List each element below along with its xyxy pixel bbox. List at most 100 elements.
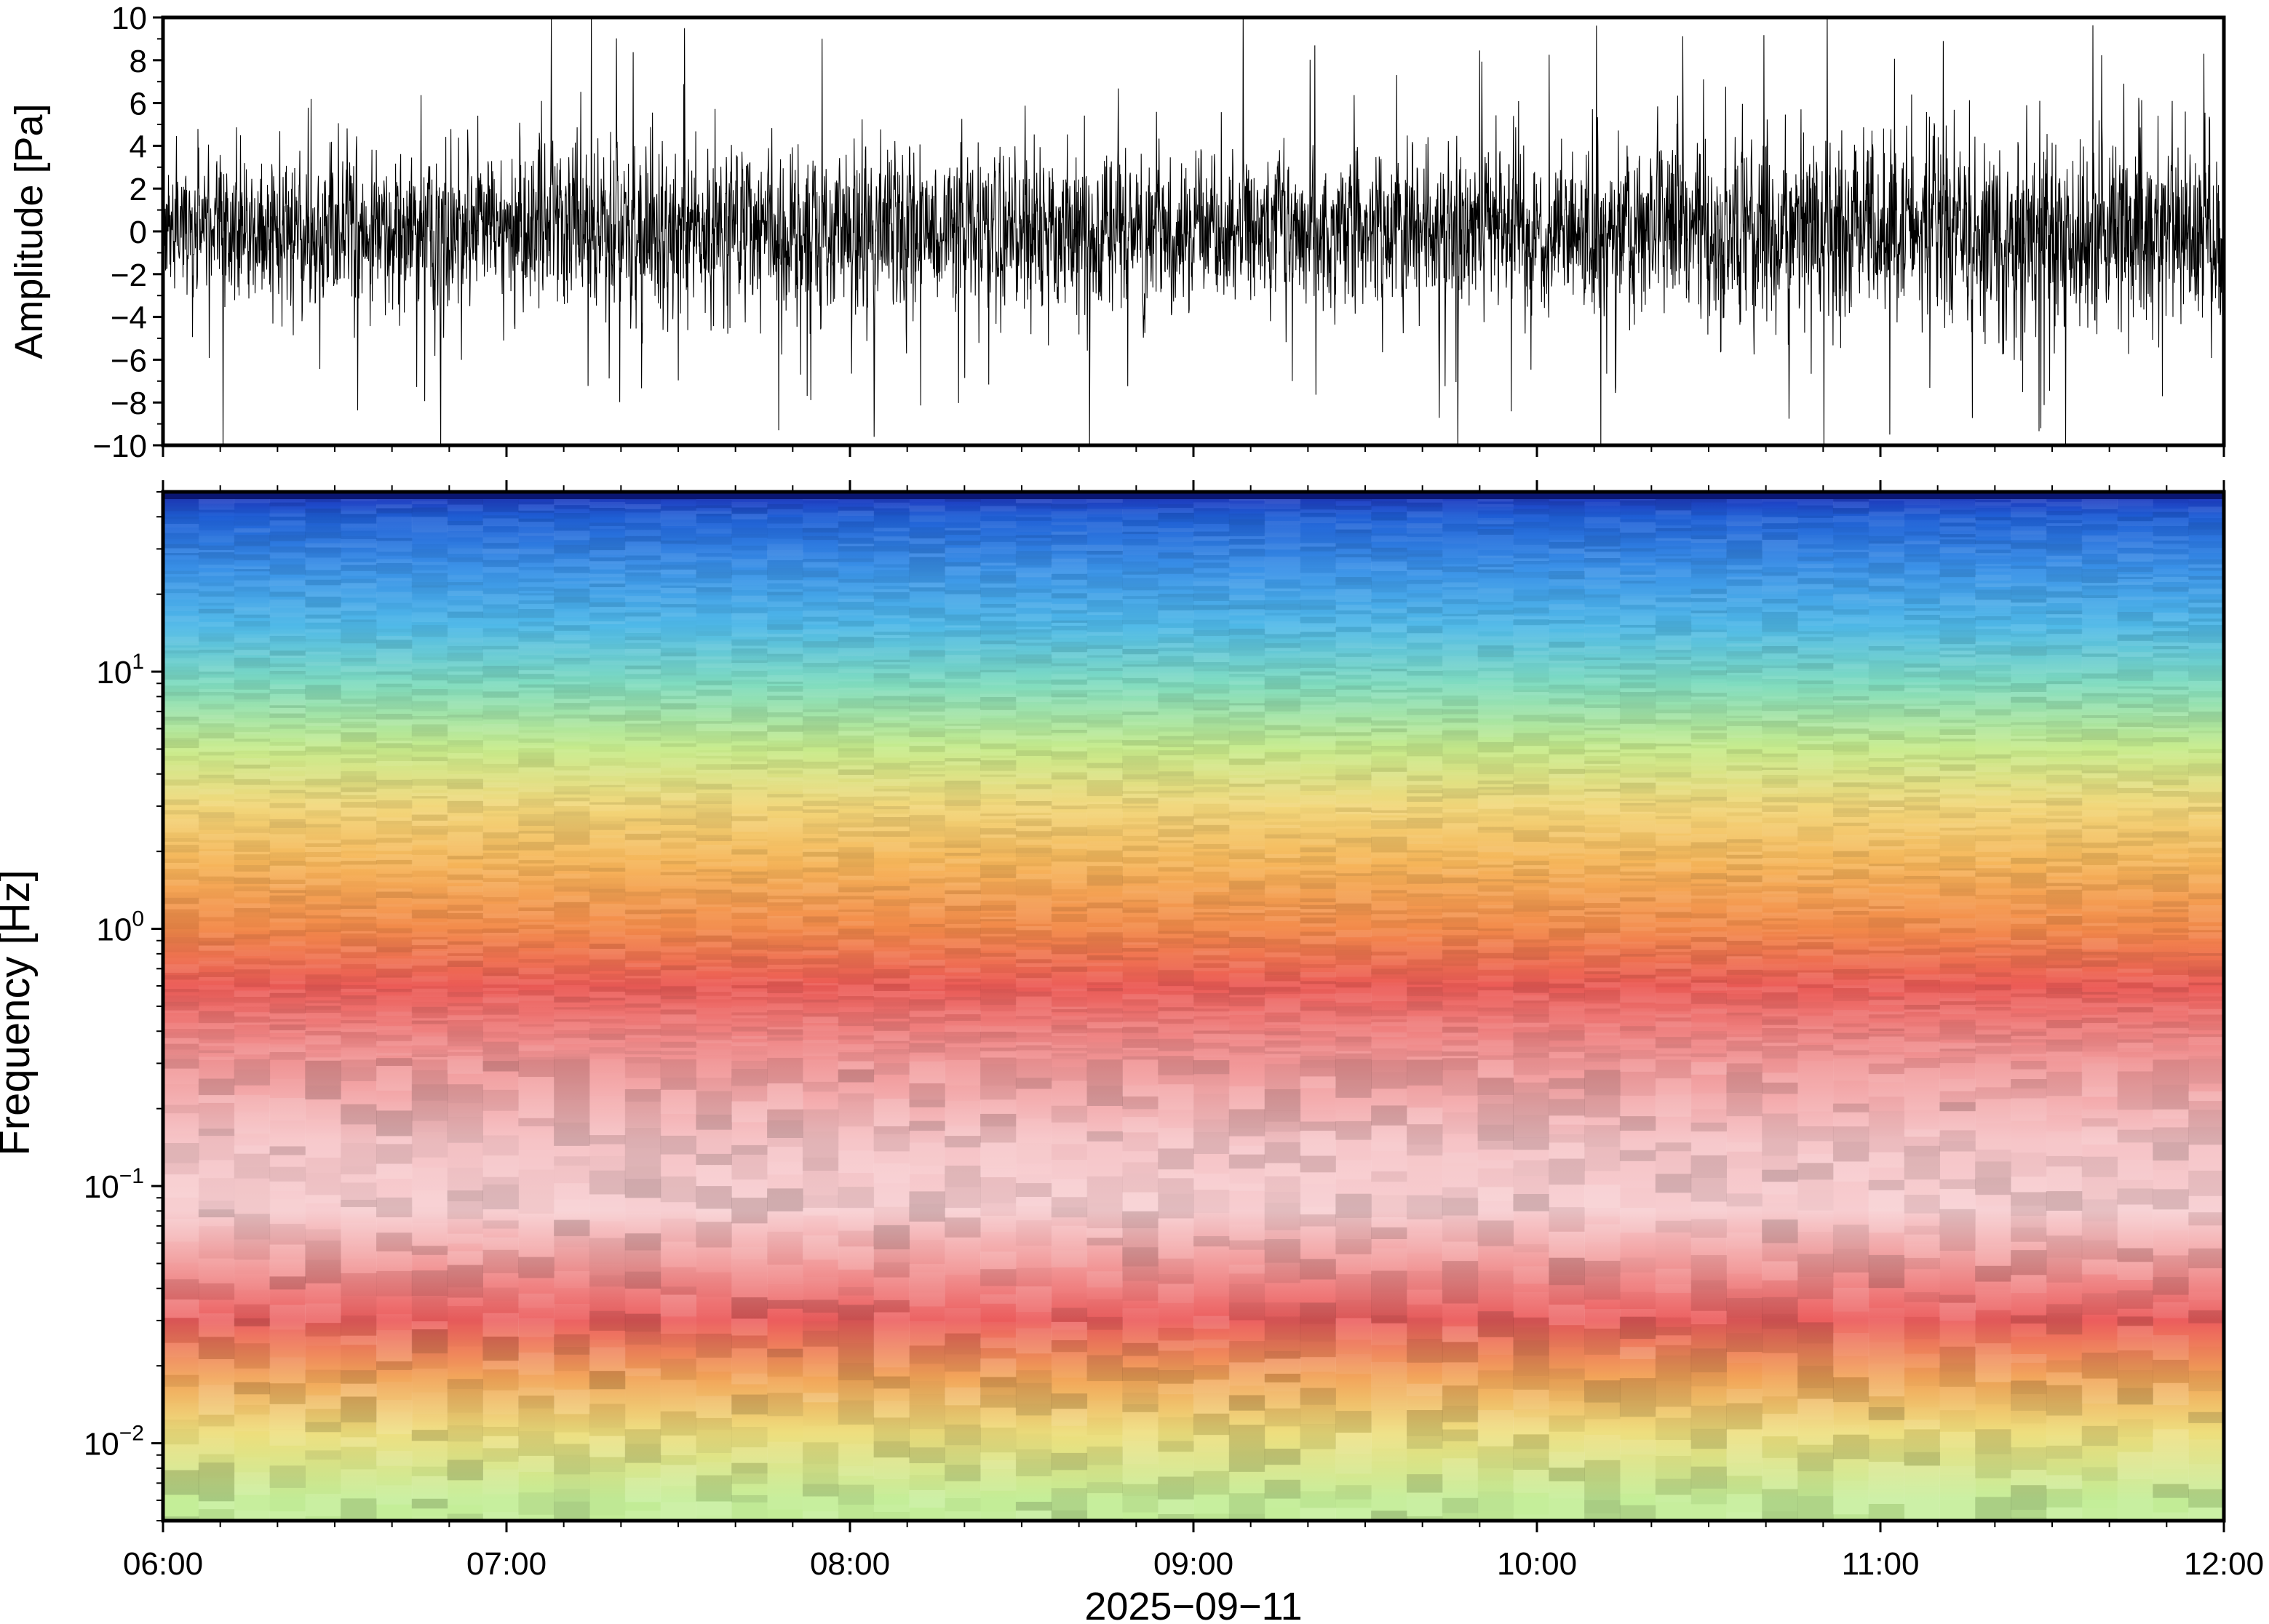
spectrogram-cell	[1193, 560, 1230, 563]
spectrogram-cell	[589, 736, 625, 739]
spectrogram-cell	[1122, 1014, 1158, 1018]
spectrogram-cell	[376, 1233, 413, 1251]
spectrogram-cell	[1228, 741, 1265, 746]
spectrogram-cell	[1052, 991, 1087, 997]
spectrogram-cell	[341, 732, 377, 736]
spectrogram-cell	[1158, 1327, 1194, 1341]
spectrogram-cell	[412, 871, 448, 877]
waveform-y-tick-label: 6	[130, 87, 147, 122]
spectrogram-cell	[269, 861, 306, 866]
spectrogram-cell	[589, 517, 625, 523]
spectrogram-cell	[589, 979, 626, 982]
spectrogram-cell	[731, 821, 768, 828]
spectrogram-cell	[731, 926, 767, 933]
spectrogram-cell	[1051, 1016, 1088, 1020]
spectrogram-cell	[589, 1206, 626, 1222]
spectrogram-cell	[447, 652, 483, 658]
spectrogram-cell	[234, 631, 270, 634]
spectrogram-cell	[909, 640, 945, 644]
spectrogram-cell	[1158, 891, 1194, 898]
spectrogram-cell	[624, 723, 661, 727]
spectrogram-cell	[909, 1166, 945, 1174]
spectrogram-cell	[198, 591, 235, 594]
spectrogram-cell	[767, 861, 803, 864]
spectrogram-cell	[1051, 1307, 1088, 1322]
spectrogram-cell	[269, 1098, 306, 1121]
spectrogram-cell	[1193, 555, 1230, 560]
spectrogram-cell	[269, 699, 306, 706]
spectrogram-cell	[198, 715, 235, 719]
spectrogram-cell	[163, 873, 199, 880]
spectrogram-cell	[1052, 797, 1087, 802]
spectrogram-cell	[447, 753, 483, 759]
spectrogram-cell	[1087, 1038, 1123, 1043]
spectrogram-cell	[447, 671, 483, 675]
spectrogram-cell	[411, 689, 448, 696]
spectrogram-cell	[731, 639, 768, 646]
spectrogram-cell	[518, 944, 555, 949]
spectrogram-cell	[803, 872, 838, 878]
spectrogram-cell	[874, 1207, 910, 1225]
spectrogram-cell	[1052, 519, 1087, 522]
spectrogram-cell	[198, 1095, 235, 1103]
spectrogram-cell	[660, 1502, 696, 1521]
spectrogram-cell	[589, 1135, 626, 1145]
spectrogram-cell	[625, 872, 661, 875]
spectrogram-cell	[1229, 567, 1265, 573]
spectrogram-cell	[1086, 620, 1123, 626]
spectrogram-cell	[767, 930, 803, 934]
spectrogram-cell	[1016, 664, 1052, 669]
spectrogram-cell	[909, 632, 945, 637]
spectrogram-cell	[1086, 1086, 1123, 1106]
spectrogram-cell	[1051, 1122, 1088, 1145]
spectrogram-cell	[1015, 1000, 1052, 1008]
spectrogram-cell	[731, 1414, 767, 1427]
spectrogram-cell	[873, 817, 910, 821]
spectrogram-cell	[589, 1156, 625, 1171]
spectrogram-cell	[341, 916, 377, 920]
spectrogram-cell	[163, 1495, 199, 1517]
spectrogram-cell	[412, 736, 448, 741]
spectrogram-cell	[980, 621, 1017, 626]
spectrogram-cell	[305, 651, 341, 655]
spectrogram-cell	[1228, 868, 1265, 874]
spectrogram-cell	[589, 971, 625, 974]
spectrogram-cell	[411, 1018, 448, 1021]
spectrogram-cell	[554, 1346, 590, 1355]
spectrogram-cell	[945, 872, 981, 877]
spectrogram-cell	[838, 546, 875, 552]
spectrogram-cell	[1122, 1017, 1159, 1022]
spectrogram-cell	[412, 805, 448, 807]
spectrogram-cell	[909, 1046, 945, 1053]
spectrogram-cell	[1228, 849, 1265, 853]
spectrogram-cell	[731, 1473, 768, 1484]
spectrogram-cell	[234, 837, 270, 840]
spectrogram-cell	[696, 960, 732, 963]
spectrogram-cell	[1015, 942, 1052, 947]
spectrogram-cell	[554, 942, 589, 944]
spectrogram-cell	[341, 946, 377, 952]
spectrogram-cell	[163, 582, 199, 586]
spectrogram-cell	[482, 533, 518, 538]
spectrogram-cell	[1122, 1441, 1159, 1464]
spectrogram-cell	[305, 795, 341, 799]
spectrogram-cell	[624, 840, 661, 847]
spectrogram-cell	[518, 1027, 554, 1030]
spectrogram-cell	[269, 890, 306, 893]
spectrogram-cell	[234, 668, 270, 674]
spectrogram-cell	[198, 1501, 235, 1510]
spectrogram-cell	[163, 984, 199, 989]
spectrogram-cell	[980, 581, 1017, 584]
spectrogram-cell	[234, 840, 271, 845]
spectrogram-cell	[696, 1475, 732, 1502]
spectrogram-cell	[1193, 875, 1229, 880]
spectrogram-cell	[802, 973, 839, 978]
spectrogram-cell	[625, 1018, 661, 1021]
spectrogram-cell	[624, 500, 661, 504]
spectrogram-cell	[874, 653, 910, 660]
spectrogram-cell	[482, 562, 519, 568]
spectrogram-cell	[838, 583, 874, 586]
spectrogram-cell	[624, 800, 661, 805]
spectrogram-cell	[802, 1109, 839, 1132]
spectrogram-cell	[448, 759, 483, 765]
